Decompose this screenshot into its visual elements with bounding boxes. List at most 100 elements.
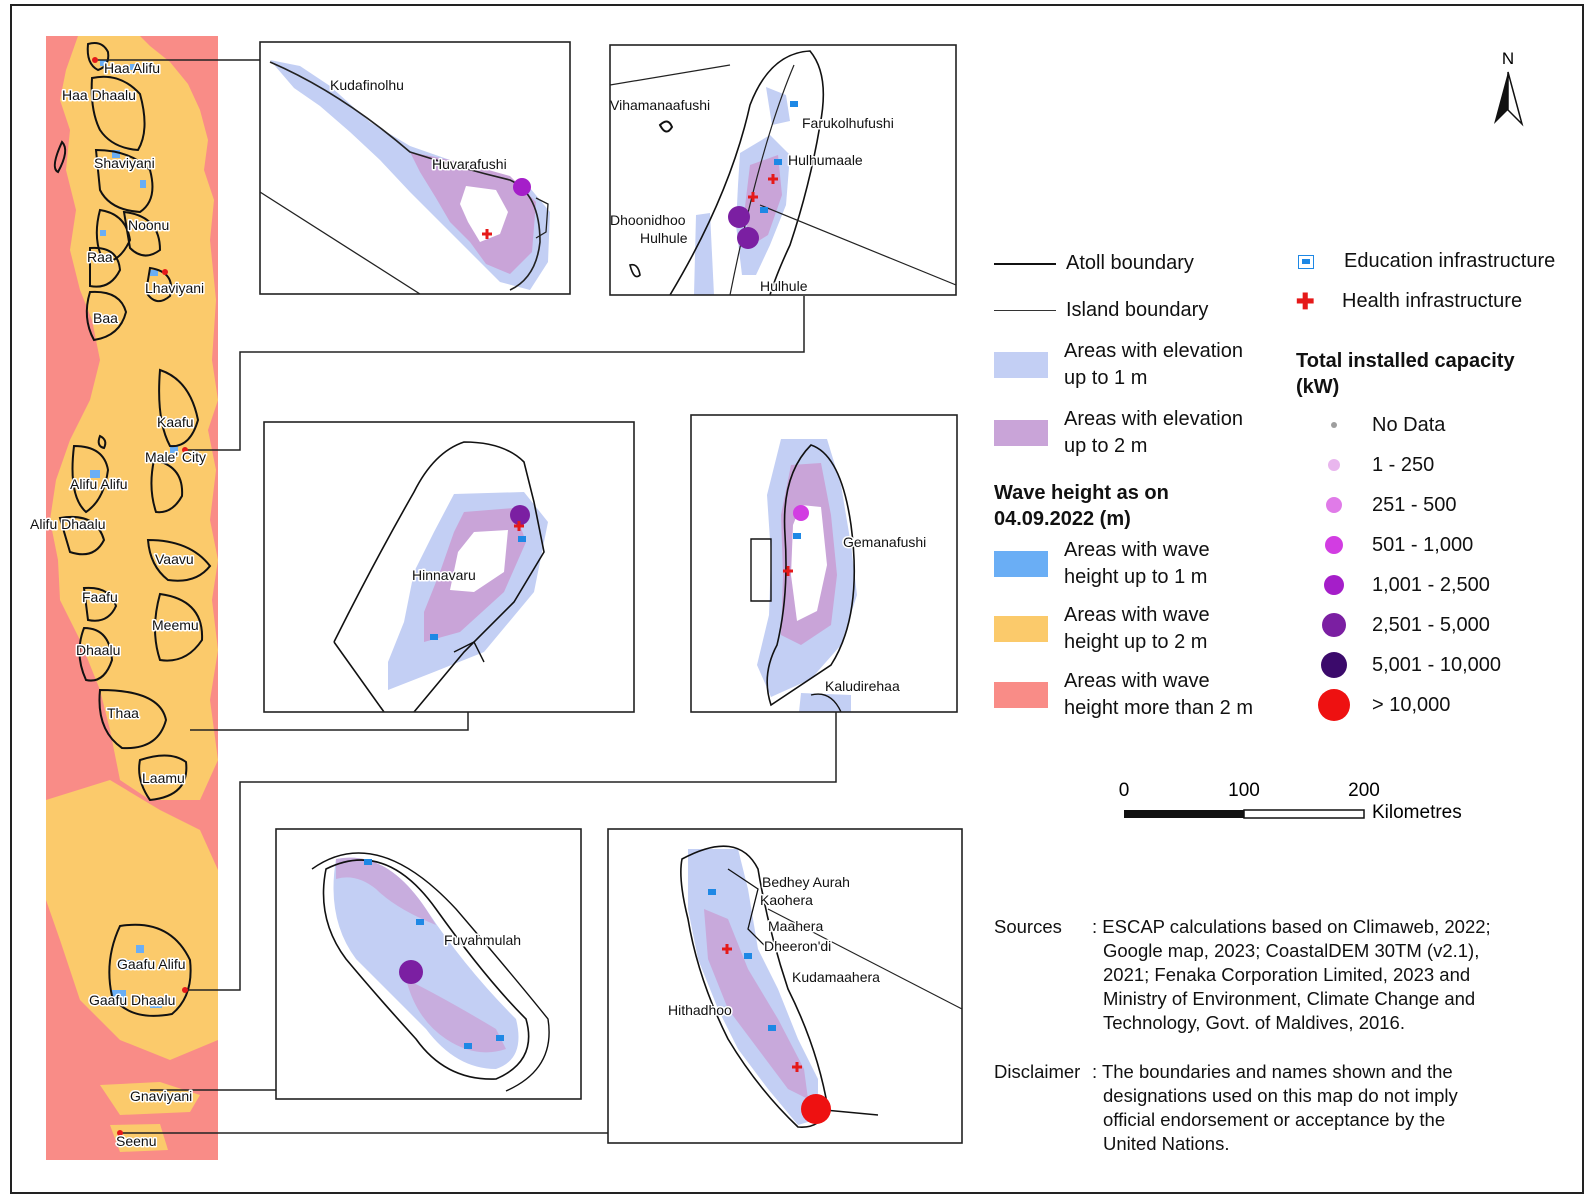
marker-dot — [182, 987, 188, 993]
atoll-label: Alifu Dhaalu — [30, 516, 106, 532]
capacity-dot-icon — [1331, 422, 1337, 428]
education-icon — [430, 634, 438, 640]
wave-up-to-2m-area-south — [46, 780, 218, 1060]
atoll-label: Haa Dhaalu — [62, 87, 136, 103]
legend-elevation-1m: Areas with elevation up to 1 m — [994, 338, 1243, 392]
education-icon — [364, 859, 372, 865]
place-label: Vihamanaafushi — [610, 97, 710, 113]
marker-dot — [92, 57, 98, 63]
capacity-class-row: 1,001 - 2,500 — [1304, 570, 1490, 600]
wave-2m-swatch — [994, 616, 1048, 642]
atoll-label: Male' City — [145, 449, 206, 465]
island-boundary-swatch — [994, 310, 1056, 311]
education-icon — [793, 533, 801, 539]
legend-wave-above-2m: Areas with wave height more than 2 m — [994, 668, 1253, 722]
education-icon — [464, 1043, 472, 1049]
wave-up-to-2m-area-seenu — [110, 1124, 168, 1152]
health-icon — [722, 944, 732, 954]
atoll-label: Gaafu Dhaalu — [89, 992, 175, 1008]
legend-label: Areas with elevation — [1064, 408, 1243, 430]
place-label: Hulhumaale — [788, 152, 863, 168]
place-label: Kaohera — [760, 892, 813, 908]
capacity-dot-icon — [1321, 652, 1347, 678]
health-icon — [768, 174, 778, 184]
marker-dot — [117, 1130, 123, 1136]
capacity-class-label: 1,001 - 2,500 — [1372, 573, 1490, 596]
capacity-class-row: 2,501 - 5,000 — [1304, 610, 1490, 640]
place-label: Fuvahmulah — [444, 932, 521, 948]
inset-frame — [275, 828, 582, 1100]
sources-line: Technology, Govt. of Maldives, 2016. — [1103, 1012, 1405, 1033]
capacity-dot-icon — [1324, 575, 1344, 595]
scale-unit: Kilometres — [1372, 802, 1462, 823]
atoll-label: Dhaalu — [76, 642, 120, 658]
sources-line: Google map, 2023; CoastalDEM 30TM (v2.1)… — [1103, 940, 1480, 961]
atoll-label: Meemu — [152, 617, 199, 633]
legend-label: Areas with elevation — [1064, 340, 1243, 362]
health-icon — [792, 1062, 802, 1072]
atoll-label: Lhaviyani — [145, 280, 204, 296]
legend-capacity-title: Total installed capacity (kW) — [1296, 348, 1515, 400]
place-label: Bedhey Aurah — [762, 874, 850, 890]
capacity-dot-icon — [1322, 613, 1346, 637]
atoll-label: Vaavu — [155, 551, 194, 567]
legend-label: Atoll boundary — [1066, 252, 1194, 274]
place-label: Dhoonidhoo — [610, 212, 686, 228]
sources-label: Sources — [994, 916, 1062, 937]
inset-frame — [259, 41, 571, 295]
wave-1m-swatch — [994, 551, 1048, 577]
disclaimer-line: official endorsement or acceptance by th… — [1103, 1109, 1446, 1130]
capacity-marker — [513, 178, 531, 196]
disclaimer-text: : The boundaries and names shown and the… — [1092, 1060, 1458, 1156]
place-label: Gemanafushi — [843, 534, 926, 550]
place-label: Kudamaahera — [792, 969, 880, 985]
legend-wave-title: Wave height as on 04.09.2022 (m) — [994, 480, 1169, 532]
legend-label: Education infrastructure — [1344, 250, 1556, 272]
capacity-class-row: No Data — [1304, 410, 1445, 440]
education-icon — [768, 1025, 776, 1031]
legend-wave-1m: Areas with wave height up to 1 m — [994, 537, 1210, 591]
atoll-label: Baa — [93, 310, 118, 326]
legend-atoll-boundary: Atoll boundary — [994, 250, 1194, 277]
inset-hithadhoo: Bedhey Aurah Kaohera Maahera Dheeron'di … — [607, 828, 963, 1144]
atoll-label: Faafu — [82, 589, 118, 605]
scale-tick: 100 — [1228, 780, 1260, 801]
place-label: Hithadhoo — [668, 1002, 732, 1018]
capacity-dot-icon — [1326, 497, 1342, 513]
legend-label: up to 1 m — [1064, 367, 1148, 389]
disclaimer-line: : The boundaries and names shown and the — [1092, 1061, 1453, 1082]
north-arrow-icon — [1494, 72, 1508, 124]
capacity-class-row: 5,001 - 10,000 — [1304, 650, 1501, 680]
place-label: Hinnavaru — [412, 567, 476, 583]
education-icon — [760, 207, 768, 213]
place-label: Hulhule — [760, 278, 808, 294]
capacity-class-row: 251 - 500 — [1304, 490, 1457, 520]
capacity-marker — [510, 505, 530, 525]
health-icon — [514, 521, 524, 531]
atoll-label: Shaviyani — [94, 155, 155, 171]
capacity-marker — [399, 960, 423, 984]
sources-line: Ministry of Environment, Climate Change … — [1103, 988, 1476, 1009]
marker-dot — [162, 269, 168, 275]
place-label: Huvarafushi — [432, 156, 507, 172]
inset-fuvahmulah: Fuvahmulah — [275, 828, 582, 1100]
leader-gemanafushi — [185, 712, 837, 991]
elevation-1m-swatch — [994, 352, 1048, 378]
inset-male: Vihamanaafushi Farukolhufushi Hulhumaale… — [609, 44, 957, 296]
atoll-label: Gaafu Alifu — [117, 956, 186, 972]
education-icon — [774, 159, 782, 165]
legend-elevation-2m: Areas with elevation up to 2 m — [994, 406, 1243, 460]
health-icon — [783, 566, 793, 576]
legend-label: Areas with wave — [1064, 539, 1210, 561]
atoll-label: Kaafu — [157, 414, 194, 430]
legend-label: Health infrastructure — [1342, 290, 1523, 312]
capacity-marker — [793, 505, 809, 521]
scale-tick: 200 — [1348, 780, 1380, 801]
inset-frame — [607, 828, 963, 1144]
capacity-class-label: No Data — [1372, 413, 1446, 436]
capacity-dot-icon — [1318, 689, 1350, 721]
education-icon — [1298, 254, 1314, 269]
atoll-label: Alifu Alifu — [70, 476, 128, 492]
main-atoll-map: Haa Alifu Haa Dhaalu Shaviyani Noonu Raa… — [29, 36, 837, 1160]
inset-frame — [690, 414, 958, 713]
